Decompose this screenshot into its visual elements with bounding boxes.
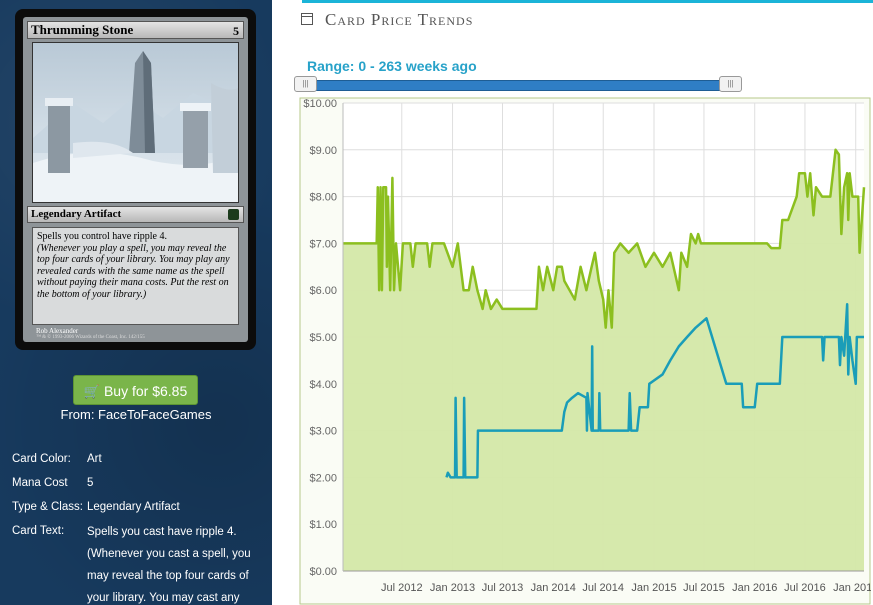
x-tick-label: Jan 2017 (833, 582, 871, 594)
range-slider-selection (306, 80, 734, 91)
card-text-line: Spells you cast have ripple 4. (87, 526, 237, 538)
y-tick-label: $10.00 (303, 98, 337, 110)
x-tick-label: Jul 2014 (582, 582, 624, 594)
series-line-blue (445, 302, 864, 479)
info-label: Type & Class: (12, 501, 83, 513)
set-symbol-icon (228, 209, 239, 220)
y-tick-label: $8.00 (309, 192, 337, 204)
buy-button-label: Buy for $6.85 (103, 383, 188, 399)
card-rules-text: Spells you control have ripple 4. (Whene… (32, 227, 239, 325)
card-text-value: Spells you cast have ripple 4. (Whenever… (87, 521, 267, 605)
card-copyright: ™ & © 1993-2006 Wizards of the Coast, In… (36, 335, 145, 340)
info-label: Card Color: (12, 453, 71, 465)
card-rules-main: Spells you control have ripple 4. (37, 231, 167, 242)
card-rules-reminder: (Whenever you play a spell, you may reve… (37, 242, 230, 300)
card-text-line: (Whenever you cast a spell, you (87, 548, 251, 560)
seller-label: From: FaceToFaceGames (60, 407, 212, 422)
card-artist: Rob Alexander (36, 327, 79, 335)
y-tick-label: $3.00 (309, 426, 337, 438)
section-title: Card Price Trends (325, 10, 474, 29)
calendar-icon (301, 13, 313, 25)
y-tick-label: $5.00 (309, 332, 337, 344)
info-label: Mana Cost (12, 477, 68, 489)
x-tick-label: Jul 2015 (683, 582, 725, 594)
info-value: 5 (87, 477, 94, 489)
card-type-line: Legendary Artifact (31, 208, 122, 220)
card-mana-cost: 5 (233, 24, 239, 38)
info-value: Art (87, 453, 102, 465)
shopping-cart-icon: 🛒 (83, 384, 100, 399)
y-tick-label: $4.00 (309, 379, 337, 391)
x-tick-label: Jan 2013 (430, 582, 475, 594)
info-value: Legendary Artifact (87, 501, 180, 513)
card-name-bar: Thrumming Stone 5 (27, 21, 244, 39)
accent-bar (302, 0, 873, 3)
card-sidebar: Thrumming Stone 5 (0, 0, 272, 605)
x-tick-label: Jan 2014 (531, 582, 576, 594)
card-name: Thrumming Stone (31, 22, 134, 37)
y-tick-label: $1.00 (309, 519, 337, 531)
x-tick-label: Jan 2016 (732, 582, 777, 594)
x-tick-label: Jul 2012 (381, 582, 423, 594)
buy-button[interactable]: 🛒 Buy for $6.85 (73, 375, 198, 405)
y-tick-label: $2.00 (309, 472, 337, 484)
card-text-line: your library. You may cast any (87, 592, 240, 604)
card-image: Thrumming Stone 5 (15, 9, 256, 350)
range-slider-handle-start[interactable]: ||| (294, 76, 317, 92)
x-tick-label: Jan 2015 (631, 582, 676, 594)
card-type-bar: Legendary Artifact (27, 206, 244, 223)
y-tick-label: $9.00 (309, 145, 337, 157)
info-label: Card Text: (12, 525, 65, 537)
range-label: Range: 0 - 263 weeks ago (307, 58, 477, 74)
x-tick-label: Jul 2013 (482, 582, 524, 594)
series-line-green (343, 148, 866, 329)
y-tick-label: $0.00 (309, 566, 337, 578)
y-tick-label: $7.00 (309, 238, 337, 250)
card-frame: Thrumming Stone 5 (23, 17, 248, 342)
range-slider-handle-end[interactable]: ||| (719, 76, 742, 92)
series-area (343, 149, 864, 572)
card-text-line: may reveal the top four cards of (87, 570, 249, 582)
x-tick-label: Jul 2016 (784, 582, 826, 594)
card-art (32, 42, 239, 203)
price-chart: $0.00 $1.00 $2.00 $3.00 $4.00 $5.00 $6.00 $7.00… (299, 97, 871, 605)
y-tick-label: $6.00 (309, 285, 337, 297)
